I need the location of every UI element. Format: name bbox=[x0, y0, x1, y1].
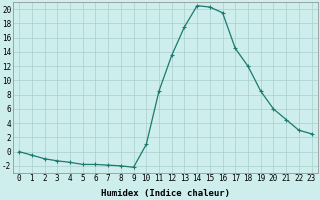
X-axis label: Humidex (Indice chaleur): Humidex (Indice chaleur) bbox=[101, 189, 230, 198]
